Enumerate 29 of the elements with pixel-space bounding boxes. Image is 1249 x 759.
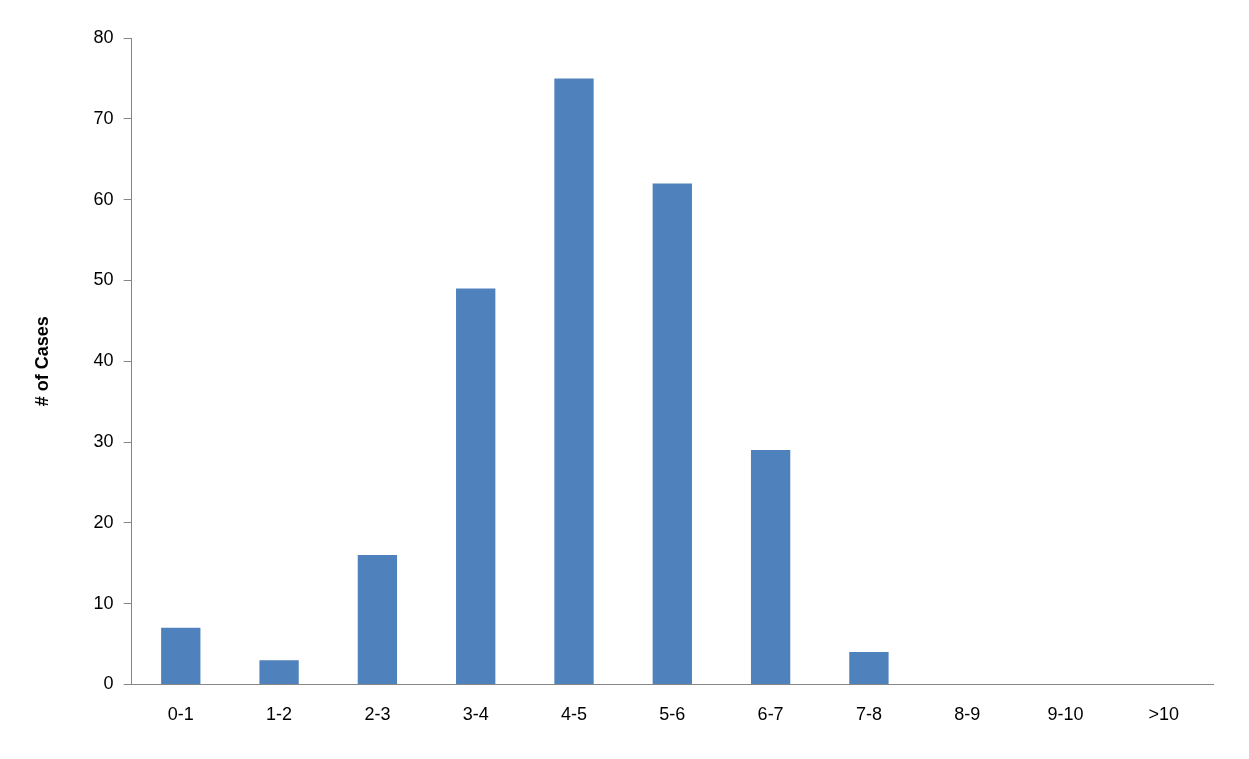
y-tick-label: 30 <box>93 430 114 451</box>
y-tick-label: 80 <box>93 26 114 47</box>
y-tick-label: 50 <box>93 269 114 290</box>
y-tick-label: 10 <box>93 592 114 613</box>
y-axis-title: # of Cases <box>31 316 52 407</box>
y-tick-label: 20 <box>93 511 114 532</box>
x-tick-label: 9-10 <box>1047 704 1084 725</box>
x-tick-label: 5-6 <box>659 704 686 725</box>
bar <box>456 288 496 684</box>
bar <box>652 183 692 684</box>
x-tick-label: 8-9 <box>954 704 981 725</box>
bar <box>849 652 889 684</box>
y-tick-label: 0 <box>103 673 114 694</box>
bar <box>554 78 594 684</box>
bar <box>357 555 398 684</box>
x-tick-label: 0-1 <box>167 704 194 725</box>
x-tick-label: 2-3 <box>364 704 391 725</box>
x-tick-label: 7-8 <box>855 704 882 725</box>
y-tick-label: 70 <box>93 107 114 128</box>
y-tick-label: 40 <box>93 350 114 371</box>
x-tick-label: >10 <box>1148 704 1180 725</box>
y-tick-label: 60 <box>93 188 114 209</box>
bar <box>161 627 201 684</box>
bar <box>750 450 791 684</box>
x-tick-label: 1-2 <box>266 704 293 725</box>
x-tick-label: 4-5 <box>561 704 588 725</box>
x-tick-label: 3-4 <box>462 704 489 725</box>
bar <box>259 660 299 684</box>
x-tick-label: 6-7 <box>757 704 784 725</box>
